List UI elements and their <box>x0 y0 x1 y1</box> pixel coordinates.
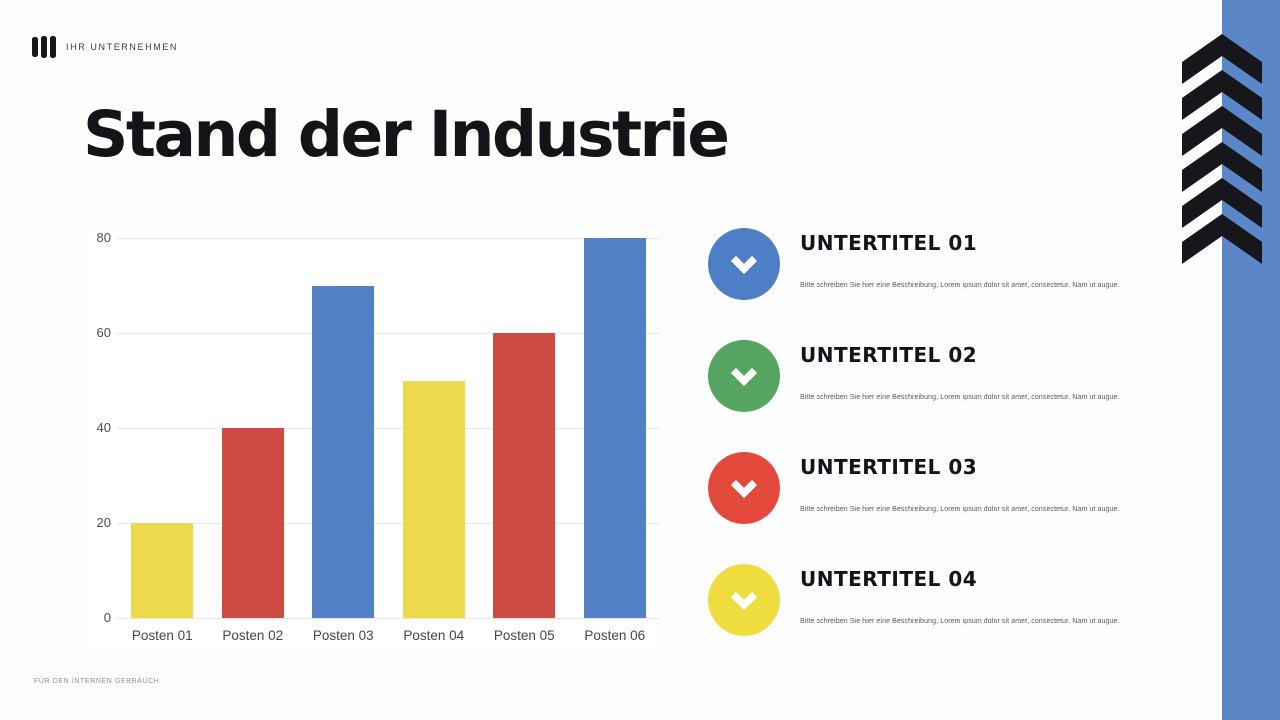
logo-text: IHR UNTERNEHMEN <box>66 42 179 52</box>
list-item: UNTERTITEL 03 Bitte schreiben Sie hier e… <box>708 452 1183 524</box>
y-tick-label: 20 <box>96 515 111 530</box>
chart-bar <box>131 523 194 618</box>
chart-bar <box>583 238 646 618</box>
item-description: Bitte schreiben Sie hier eine Beschreibu… <box>800 394 1120 401</box>
y-tick-label: 80 <box>96 230 111 245</box>
chevron-up-icon <box>1182 70 1262 120</box>
subtitle-list: UNTERTITEL 01 Bitte schreiben Sie hier e… <box>708 228 1183 676</box>
x-tick-label: Posten 04 <box>403 628 465 643</box>
x-tick-label: Posten 05 <box>493 628 555 643</box>
chevron-down-badge-yellow <box>708 564 780 636</box>
gridline <box>117 618 660 619</box>
item-title: UNTERTITEL 03 <box>800 455 978 479</box>
logo-bars-icon <box>32 36 56 58</box>
x-tick-label: Posten 03 <box>312 628 374 643</box>
chart-bar <box>402 380 465 618</box>
gridline <box>117 238 660 239</box>
gridline <box>117 523 660 524</box>
x-tick-label: Posten 02 <box>222 628 284 643</box>
list-item: UNTERTITEL 02 Bitte schreiben Sie hier e… <box>708 340 1183 412</box>
chart-bar <box>493 333 556 618</box>
chevron-down-badge-blue <box>708 228 780 300</box>
footer-note: FÜR DEN INTERNEN GEBRAUCH <box>34 678 160 685</box>
item-description: Bitte schreiben Sie hier eine Beschreibu… <box>800 282 1120 289</box>
bar-chart: 0 20 40 60 80 Posten 01 Posten 02 Posten 03 Post… <box>85 230 660 650</box>
chevron-down-icon <box>730 479 758 499</box>
chevron-up-icon <box>1182 142 1262 192</box>
item-title: UNTERTITEL 04 <box>800 567 978 591</box>
y-tick-label: 40 <box>96 420 111 435</box>
gridline <box>117 333 660 334</box>
chevron-down-badge-red <box>708 452 780 524</box>
x-tick-label: Posten 06 <box>584 628 646 643</box>
chevron-up-decoration <box>1182 34 1262 264</box>
x-tick-label: Posten 01 <box>131 628 193 643</box>
slide-title: Stand der Industrie <box>83 98 730 171</box>
company-logo: IHR UNTERNEHMEN <box>32 36 178 58</box>
item-description: Bitte schreiben Sie hier eine Beschreibu… <box>800 618 1120 625</box>
y-tick-label: 60 <box>96 325 111 340</box>
list-item: UNTERTITEL 04 Bitte schreiben Sie hier e… <box>708 564 1183 636</box>
chevron-up-icon <box>1182 106 1262 156</box>
chevron-down-badge-green <box>708 340 780 412</box>
chevron-down-icon <box>730 367 758 387</box>
chart-bar <box>221 428 284 618</box>
chevron-up-icon <box>1182 178 1262 228</box>
item-title: UNTERTITEL 02 <box>800 343 978 367</box>
chevron-down-icon <box>730 255 758 275</box>
list-item: UNTERTITEL 01 Bitte schreiben Sie hier e… <box>708 228 1183 300</box>
chart-bar <box>312 285 375 618</box>
chevron-up-icon <box>1182 214 1262 264</box>
chevron-down-icon <box>730 591 758 611</box>
item-title: UNTERTITEL 01 <box>800 231 978 255</box>
y-tick-label: 0 <box>103 610 111 625</box>
chevron-up-icon <box>1182 34 1262 84</box>
gridline <box>117 428 660 429</box>
item-description: Bitte schreiben Sie hier eine Beschreibu… <box>800 506 1120 513</box>
